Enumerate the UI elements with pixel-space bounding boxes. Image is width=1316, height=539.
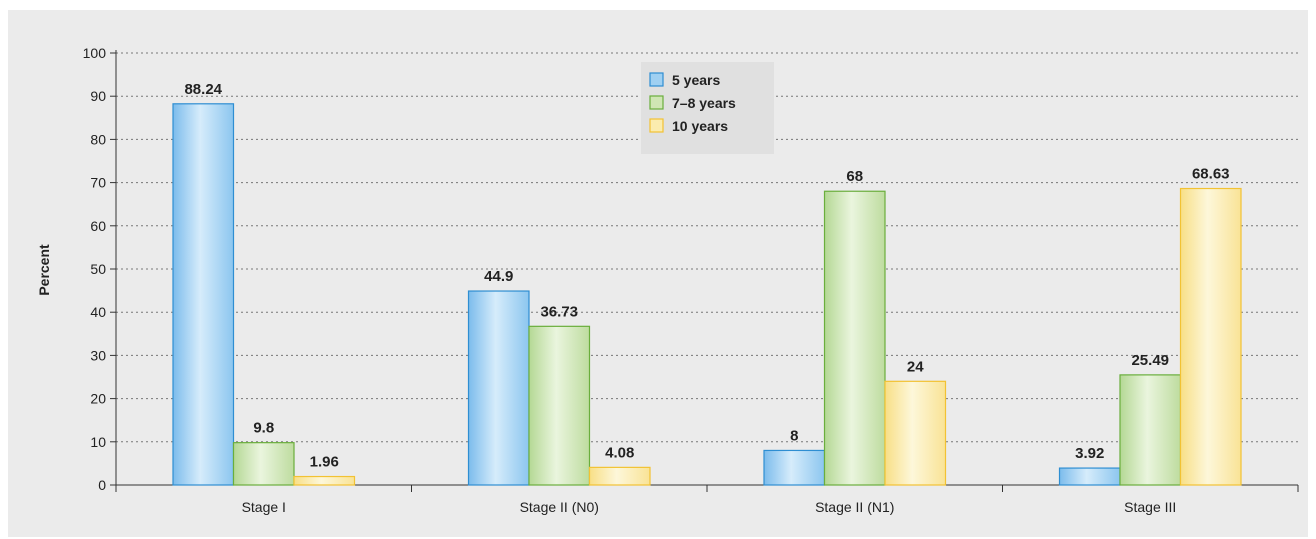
- bar-chart: 0 10 20 30 40 50 60 70 80 90 100 Stage I Stage II (N…: [36, 45, 1299, 515]
- bar: [763, 449, 826, 486]
- bar-value-label: 68.63: [1192, 166, 1230, 183]
- bar-value-label: 1.96: [310, 454, 339, 471]
- legend: 5 years 7–8 years 10 years: [641, 62, 774, 154]
- bar-value-label: 4.08: [605, 444, 634, 461]
- y-tick-label: 10: [90, 434, 106, 450]
- bars: [172, 103, 1242, 486]
- bar: [884, 380, 947, 486]
- bar-value-label: 9.8: [253, 420, 274, 437]
- x-tick-label: Stage II (N1): [815, 499, 894, 515]
- bar-value-label: 36.73: [540, 303, 578, 320]
- legend-entry-label: 5 years: [672, 72, 720, 88]
- y-tick-label: 100: [83, 45, 107, 61]
- x-tick-label: Stage I: [242, 499, 286, 515]
- axes: 0 10 20 30 40 50 60 70 80 90 100 Stage I Stage II (N…: [83, 45, 1299, 515]
- bar-value-label: 88.24: [184, 81, 222, 98]
- bar: [823, 190, 886, 486]
- y-tick-label: 50: [90, 261, 106, 277]
- y-tick-label: 30: [90, 347, 106, 363]
- x-tick-label: Stage III: [1124, 499, 1176, 515]
- bar: [588, 466, 651, 486]
- bar-value-label: 68: [846, 168, 863, 185]
- bar-value-label: 3.92: [1075, 445, 1104, 462]
- legend-entry-label: 7–8 years: [672, 95, 736, 111]
- bar: [1119, 374, 1182, 486]
- bar: [1179, 187, 1242, 486]
- bar: [172, 103, 235, 486]
- legend-swatch: [649, 95, 664, 110]
- y-tick-label: 40: [90, 304, 106, 320]
- bar: [232, 442, 295, 486]
- bar-value-label: 44.9: [484, 268, 513, 285]
- y-tick-label: 60: [90, 218, 106, 234]
- bar: [467, 290, 530, 486]
- y-tick-label: 70: [90, 175, 106, 191]
- legend-swatch: [649, 72, 664, 87]
- data-labels: 88.24 9.8 1.96 44.9 36.73 4.08 8 68 24 3.92 25.49 6…: [184, 81, 1229, 471]
- chart-frame: 0 10 20 30 40 50 60 70 80 90 100 Stage I Stage II (N…: [8, 10, 1308, 537]
- bar: [1058, 467, 1121, 486]
- bar-value-label: 24: [907, 358, 924, 375]
- y-tick-label: 20: [90, 391, 106, 407]
- legend-entry-label: 10 years: [672, 118, 728, 134]
- bar-value-label: 25.49: [1131, 352, 1169, 369]
- y-tick-label: 80: [90, 131, 106, 147]
- y-axis-label: Percent: [36, 244, 52, 296]
- x-tick-label: Stage II (N0): [520, 499, 599, 515]
- bar: [293, 475, 356, 486]
- y-tick-label: 0: [98, 477, 106, 493]
- bar: [528, 325, 591, 486]
- bar-value-label: 8: [790, 427, 798, 444]
- y-tick-label: 90: [90, 88, 106, 104]
- legend-swatch: [649, 118, 664, 133]
